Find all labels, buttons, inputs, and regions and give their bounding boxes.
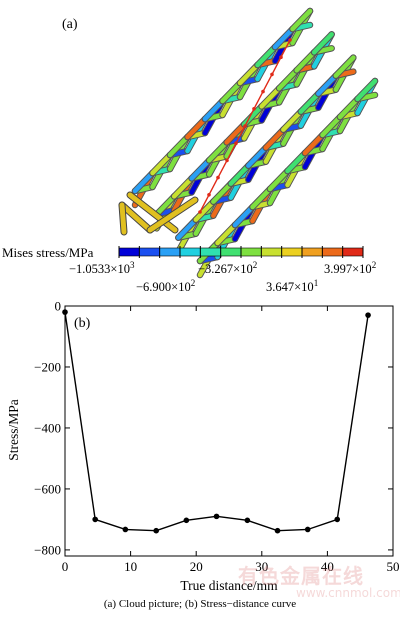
- y-tick-label: −800: [34, 542, 61, 557]
- legend-color-swatch: [241, 248, 262, 256]
- x-tick-label: 10: [124, 559, 137, 574]
- x-tick-label: 40: [321, 559, 334, 574]
- x-tick-label: 30: [255, 559, 268, 574]
- legend-tick-labels-row2: −6.900×102 3.647×101: [136, 278, 318, 294]
- y-tick-label: −400: [34, 420, 61, 435]
- lattice-stress-cloud-image: [118, 7, 379, 279]
- legend-color-swatch: [322, 248, 343, 256]
- data-point: [153, 527, 159, 534]
- y-tick-label: −200: [34, 359, 61, 374]
- legend-tick-label: −3.267×102: [198, 260, 257, 276]
- axes: 0 10 20 30 40 50 0 −200 −400 −600 −800: [34, 299, 399, 575]
- data-point: [274, 527, 281, 534]
- y-tick-label: 0: [55, 299, 62, 314]
- watermark-text: 有色金属在线: [238, 564, 364, 588]
- y-axis-label: Stress/MPa: [6, 399, 21, 461]
- data-point: [244, 517, 251, 524]
- data-point: [334, 516, 341, 523]
- data-point: [122, 526, 129, 533]
- x-axis-label: True distance/mm: [180, 578, 278, 593]
- legend-color-swatch: [261, 248, 282, 256]
- y-tick-label: −600: [34, 481, 61, 496]
- plot-frame: [64, 305, 394, 557]
- x-tick-label: 0: [62, 559, 69, 574]
- legend-color-swatch: [220, 248, 242, 256]
- data-point: [92, 516, 98, 523]
- x-tick-label: 50: [387, 559, 400, 574]
- legend-tick-labels-row1: −1.0533×103 −3.267×102 3.997×102: [69, 260, 376, 276]
- legend-tick-label: −6.900×102: [136, 278, 195, 294]
- legend-color-swatch: [159, 248, 181, 256]
- legend-color-swatch: [302, 248, 323, 256]
- legend-color-swatch: [139, 248, 160, 256]
- legend-colorbar: [118, 246, 364, 258]
- legend-color-swatch: [281, 248, 303, 256]
- figure-caption: (a) Cloud picture; (b) Stress−distance c…: [103, 598, 297, 610]
- legend-tick-label: −1.0533×103: [69, 260, 135, 276]
- series-polyline: [64, 311, 369, 532]
- data-point: [62, 309, 68, 315]
- legend-tick-label: 3.647×101: [266, 278, 318, 294]
- panel-b-label: (b): [74, 316, 91, 331]
- panel-a-label: (a): [62, 17, 78, 32]
- data-point: [304, 526, 311, 533]
- legend-color-swatch: [200, 248, 221, 256]
- legend-color-swatch: [119, 248, 140, 256]
- legend-tick-label: 3.997×102: [324, 260, 376, 276]
- data-point: [213, 513, 220, 520]
- legend-color-swatch: [342, 248, 364, 256]
- data-point: [365, 312, 371, 318]
- legend-title: Mises stress/MPa: [2, 245, 94, 260]
- legend-border: [118, 247, 364, 257]
- series-line: [62, 309, 371, 534]
- watermark-url: www.cnnmol.com: [296, 586, 400, 600]
- legend-color-swatch: [180, 248, 201, 256]
- x-tick-label: 20: [190, 559, 203, 574]
- data-point: [183, 517, 190, 524]
